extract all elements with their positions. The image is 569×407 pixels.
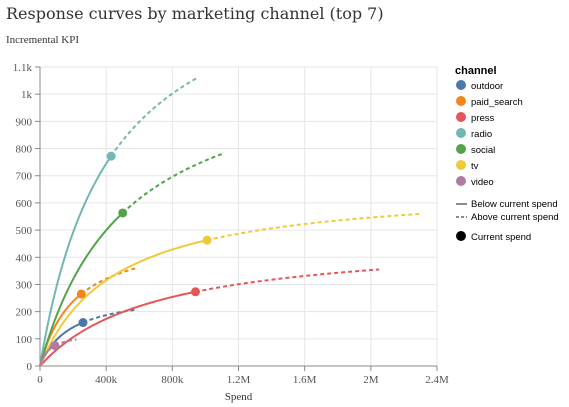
y-tick-label: 900 bbox=[16, 116, 33, 128]
x-tick-label: 1.6M bbox=[293, 374, 317, 386]
current-spend-point-radio bbox=[106, 151, 116, 161]
current-spend-point-video bbox=[50, 341, 60, 351]
current-spend-point-tv bbox=[202, 235, 212, 245]
legend-label-tv: tv bbox=[471, 161, 479, 172]
legend-label-video: video bbox=[471, 177, 494, 188]
legend-swatch-tv bbox=[456, 160, 466, 170]
chart-subtitle: Incremental KPI bbox=[6, 34, 79, 46]
legend-label-social: social bbox=[471, 145, 495, 156]
x-tick-label: 0 bbox=[37, 374, 43, 386]
legend-swatch-press bbox=[456, 112, 466, 122]
x-tick-label: 2.4M bbox=[425, 374, 449, 386]
y-tick-label: 200 bbox=[16, 307, 33, 319]
series-line-above-social bbox=[122, 153, 223, 214]
y-tick-label: 0 bbox=[27, 361, 33, 373]
series-line-above-tv bbox=[206, 212, 423, 242]
legend-swatch-social bbox=[456, 144, 466, 154]
series-line-above-press bbox=[195, 268, 380, 293]
x-tick-label: 1.2M bbox=[227, 374, 251, 386]
legend-swatch-radio bbox=[456, 128, 466, 138]
series-line-above-radio bbox=[110, 77, 198, 157]
legend-label-current: Current spend bbox=[471, 232, 531, 243]
y-tick-label: 500 bbox=[16, 225, 33, 237]
y-tick-label: 400 bbox=[16, 252, 33, 264]
y-tick-label: 300 bbox=[16, 279, 33, 291]
y-tick-label: 700 bbox=[16, 171, 33, 183]
series-lines bbox=[39, 77, 423, 367]
x-tick-label: 800k bbox=[161, 374, 184, 386]
legend-swatch-paid_search bbox=[456, 96, 466, 106]
y-tick-label: 600 bbox=[16, 198, 33, 210]
current-spend-point-paid_search bbox=[76, 289, 86, 299]
series-line-above-paid_search bbox=[80, 267, 137, 295]
current-spend-point-social bbox=[118, 208, 128, 218]
legend-label-above: Above current spend bbox=[471, 212, 559, 223]
legend-label-radio: radio bbox=[471, 129, 492, 140]
y-tick-label: 1k bbox=[21, 89, 33, 101]
series-line-below-tv bbox=[39, 239, 208, 367]
legend-label-paid_search: paid_search bbox=[471, 97, 523, 108]
series-line-below-social bbox=[39, 212, 124, 367]
series-line-below-radio bbox=[39, 155, 112, 367]
series-line-above-outdoor bbox=[82, 308, 138, 324]
legend-label-outdoor: outdoor bbox=[471, 81, 503, 92]
x-tick-label: 400k bbox=[95, 374, 118, 386]
legend-label-press: press bbox=[471, 113, 494, 124]
x-axis-title: Spend bbox=[225, 391, 253, 403]
x-tick-label: 2M bbox=[363, 374, 379, 386]
series-line-below-press bbox=[39, 290, 196, 367]
current-spend-point-outdoor bbox=[78, 318, 88, 328]
y-tick-label: 1.1k bbox=[13, 62, 33, 74]
y-tick-label: 800 bbox=[16, 144, 33, 156]
current-spend-point-press bbox=[190, 287, 200, 297]
current-spend-points bbox=[50, 151, 212, 351]
legend-swatch-outdoor bbox=[456, 80, 466, 90]
legend-title: channel bbox=[455, 65, 497, 77]
chart-title: Response curves by marketing channel (to… bbox=[6, 4, 384, 23]
legend-swatch-video bbox=[456, 176, 466, 186]
y-tick-label: 100 bbox=[16, 334, 33, 346]
legend-label-below: Below current spend bbox=[471, 199, 558, 210]
legend-current-spend-marker bbox=[456, 231, 466, 241]
axes: 0 400k 800k 1.2M 1.6M 2M 2.4M 0 100 200 300 400 500 6… bbox=[13, 62, 449, 403]
